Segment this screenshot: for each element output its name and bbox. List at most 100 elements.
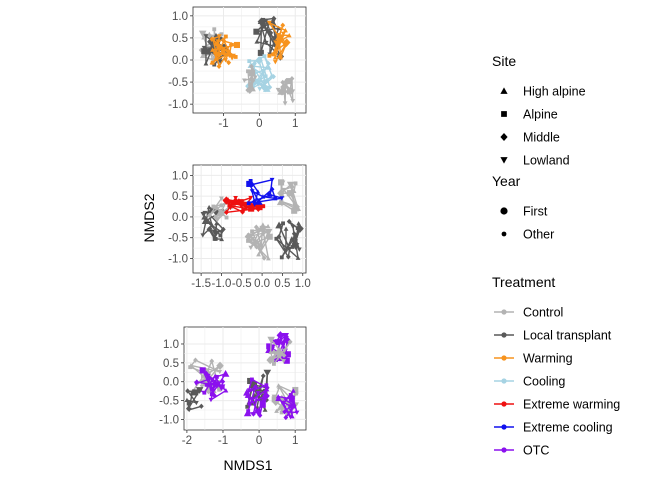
data-point: [277, 180, 286, 188]
data-point: [254, 244, 259, 250]
data-point: [224, 52, 230, 57]
data-point: [277, 384, 282, 389]
data-point: [210, 57, 216, 62]
data-point: [224, 215, 229, 220]
x-tick-label: 1: [292, 435, 298, 447]
data-point: [288, 404, 293, 409]
legend-item-label: Alpine: [523, 108, 558, 122]
trajectory-segment: [269, 179, 273, 196]
y-tick-label: 1.0: [163, 339, 179, 351]
data-point: [211, 204, 216, 209]
data-point: [253, 384, 258, 390]
data-point: [274, 236, 279, 241]
trajectory-segment: [207, 375, 215, 384]
data-point: [248, 245, 254, 251]
data-point: [280, 79, 286, 86]
data-point: [213, 32, 219, 38]
data-point: [289, 186, 295, 192]
data-point: [224, 209, 229, 215]
data-point: [288, 87, 293, 92]
y-tick-label: 0.5: [163, 358, 179, 370]
trajectory-segment: [250, 240, 269, 259]
cluster: [274, 218, 304, 260]
data-point: [273, 196, 278, 201]
panel-1: -1 0 1 -1.0 -0.5 0.0 0.5 1.0: [168, 6, 307, 130]
trajectory-segment: [207, 375, 216, 396]
y-tick-label: 0.5: [172, 33, 188, 45]
cluster: [222, 195, 266, 215]
data-point: [269, 177, 275, 183]
data-point: [247, 401, 252, 406]
trajectory-segment: [278, 236, 287, 252]
data-point: [279, 196, 285, 201]
legend-item: Cooling: [494, 375, 565, 389]
legend-item-label: Local transplant: [523, 329, 612, 343]
data-point: [267, 53, 272, 58]
data-point: [209, 222, 215, 228]
data-point: [281, 221, 285, 226]
cluster: [209, 34, 241, 70]
cluster: [275, 388, 300, 421]
data-point: [259, 401, 266, 408]
legend-shape-key: [500, 87, 508, 94]
trajectory-segment: [252, 179, 273, 186]
data-point: [288, 408, 294, 413]
data-point: [209, 36, 215, 42]
cluster: [266, 336, 293, 366]
trajectory-segment: [210, 389, 227, 401]
data-point: [283, 28, 288, 33]
data-point: [274, 408, 279, 413]
legend-item-label: High alpine: [523, 85, 586, 99]
data-point: [243, 388, 251, 396]
trajectory-segment: [268, 22, 286, 32]
data-point: [260, 222, 266, 227]
data-point: [282, 101, 288, 106]
data-point: [203, 61, 209, 66]
legend-site: Site High alpine Alpine Middle Lowland: [492, 53, 586, 168]
legend-item-label: Middle: [523, 131, 560, 145]
data-point: [213, 54, 219, 59]
data-point: [198, 30, 207, 38]
data-point: [235, 198, 243, 205]
trajectory-segment: [189, 405, 202, 411]
legend-point-key: [501, 355, 507, 361]
trajectory-segment: [191, 375, 205, 393]
data-point: [258, 242, 263, 247]
data-point: [271, 397, 280, 406]
legend-point-key: [501, 309, 507, 315]
cluster: [275, 75, 296, 106]
data-point: [219, 203, 224, 208]
data-point: [293, 181, 298, 186]
legend-item: Extreme warming: [494, 398, 620, 412]
legend-size-key: [501, 231, 507, 237]
data-point: [289, 236, 295, 241]
data-point: [264, 228, 273, 236]
data-point: [278, 402, 287, 412]
data-point: [240, 209, 245, 215]
data-point: [245, 85, 254, 95]
data-point: [287, 339, 293, 345]
data-point: [220, 378, 226, 385]
data-point: [250, 66, 256, 72]
y-tick-label: 0.5: [172, 191, 188, 203]
data-point: [207, 212, 212, 219]
data-point: [212, 27, 217, 32]
data-point: [249, 63, 254, 69]
data-point: [263, 40, 269, 46]
trajectory-segment: [258, 197, 282, 203]
y-tick-label: 0.0: [172, 55, 188, 67]
data-point: [283, 414, 289, 421]
data-point: [217, 384, 226, 392]
data-point: [246, 409, 251, 414]
legend-point-key: [501, 401, 507, 407]
data-point: [240, 207, 246, 212]
data-point: [281, 187, 287, 193]
data-point: [264, 383, 269, 388]
trajectory-segment: [275, 238, 299, 259]
legend-item: First: [500, 205, 548, 219]
data-point: [279, 35, 285, 40]
data-point: [213, 56, 219, 61]
data-point: [214, 218, 220, 223]
data-point: [276, 350, 281, 354]
data-point: [204, 382, 209, 387]
